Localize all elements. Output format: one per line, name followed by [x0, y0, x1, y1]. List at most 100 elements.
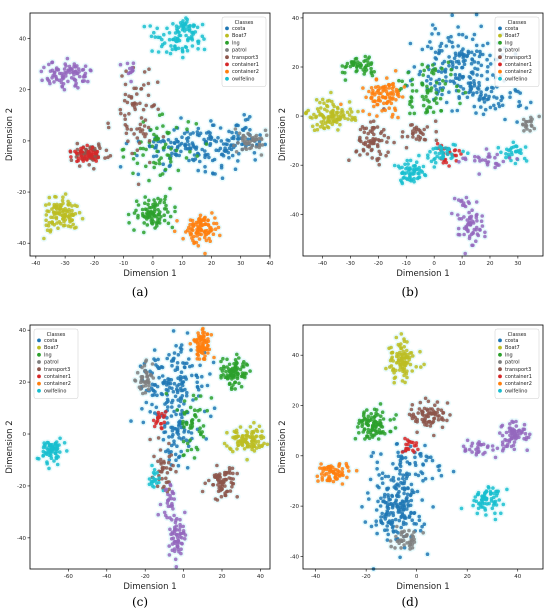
data-point	[240, 142, 244, 147]
data-point	[183, 146, 188, 151]
data-point	[209, 226, 213, 230]
data-point	[60, 74, 65, 78]
data-point	[478, 52, 483, 56]
data-point	[149, 386, 154, 390]
series-unlabeled	[39, 56, 136, 92]
data-point	[106, 121, 110, 126]
data-point	[44, 213, 49, 217]
data-point	[412, 176, 416, 181]
data-point	[425, 98, 430, 102]
data-point	[151, 202, 155, 207]
data-point	[50, 60, 55, 64]
data-point	[148, 160, 152, 165]
data-point	[170, 225, 175, 230]
data-point	[194, 122, 199, 126]
data-point	[432, 165, 437, 169]
data-point	[159, 391, 164, 396]
data-point	[185, 136, 189, 141]
data-point	[143, 215, 147, 219]
data-point	[457, 148, 462, 153]
data-point	[475, 73, 479, 77]
data-point	[213, 227, 218, 231]
data-point	[243, 126, 247, 131]
data-point	[153, 411, 157, 415]
data-point	[197, 232, 202, 237]
data-point	[259, 136, 263, 140]
data-point	[411, 132, 415, 136]
data-point	[524, 123, 528, 127]
data-point	[170, 386, 174, 391]
data-point	[418, 136, 423, 140]
data-point	[187, 147, 191, 151]
data-point	[486, 65, 490, 69]
data-point	[396, 115, 400, 120]
data-point	[433, 26, 438, 31]
data-point	[457, 217, 462, 221]
data-point	[515, 157, 519, 161]
data-point	[130, 151, 134, 156]
data-point	[372, 104, 376, 109]
data-point	[243, 146, 248, 150]
data-point	[140, 211, 145, 216]
data-point	[191, 223, 196, 228]
data-point	[174, 344, 178, 348]
data-point	[202, 217, 206, 221]
data-point	[168, 214, 173, 219]
data-point	[154, 363, 158, 367]
data-point	[457, 233, 462, 237]
data-point	[66, 79, 70, 84]
data-point	[96, 155, 101, 160]
series-lng	[120, 112, 209, 235]
data-point	[230, 153, 235, 158]
data-point	[190, 218, 195, 223]
data-point	[347, 100, 352, 104]
data-point	[61, 195, 65, 199]
data-point	[402, 172, 407, 176]
data-point	[173, 209, 177, 214]
data-point	[177, 404, 181, 408]
data-point	[434, 129, 439, 134]
data-point	[48, 69, 53, 73]
data-point	[513, 161, 518, 166]
data-point	[353, 61, 357, 66]
data-point	[202, 37, 206, 41]
data-point	[162, 32, 166, 37]
data-point	[61, 217, 65, 221]
data-point	[136, 203, 141, 207]
data-point	[372, 141, 376, 145]
data-point	[61, 223, 66, 228]
data-point	[162, 207, 167, 211]
data-point	[197, 133, 201, 138]
data-point	[420, 170, 425, 174]
data-point	[176, 168, 181, 173]
data-point	[472, 32, 477, 37]
data-point	[396, 89, 400, 93]
data-point	[465, 223, 470, 227]
data-point	[500, 103, 505, 108]
data-point	[431, 63, 435, 67]
data-point	[465, 95, 470, 100]
data-point	[387, 106, 392, 110]
data-point	[236, 159, 240, 163]
data-point	[477, 172, 482, 176]
data-point	[135, 92, 139, 96]
data-point	[420, 62, 425, 67]
data-point	[386, 150, 390, 154]
data-point	[130, 65, 134, 70]
data-point	[245, 141, 250, 146]
data-point	[164, 203, 168, 208]
data-point	[174, 148, 179, 153]
data-point	[504, 155, 508, 160]
data-point	[440, 49, 444, 53]
data-point	[382, 101, 386, 106]
data-point	[485, 77, 490, 81]
data-point	[434, 87, 439, 92]
data-point	[420, 81, 424, 85]
data-point	[424, 110, 428, 115]
data-point	[149, 210, 153, 214]
data-point	[169, 140, 173, 145]
data-point	[90, 145, 95, 150]
data-point	[121, 155, 126, 159]
data-point	[363, 54, 368, 59]
scatter-panel-1: -40 -30 -20 -10 0 10 20 30 40-40-2002040Dimensio…	[5, 12, 274, 279]
